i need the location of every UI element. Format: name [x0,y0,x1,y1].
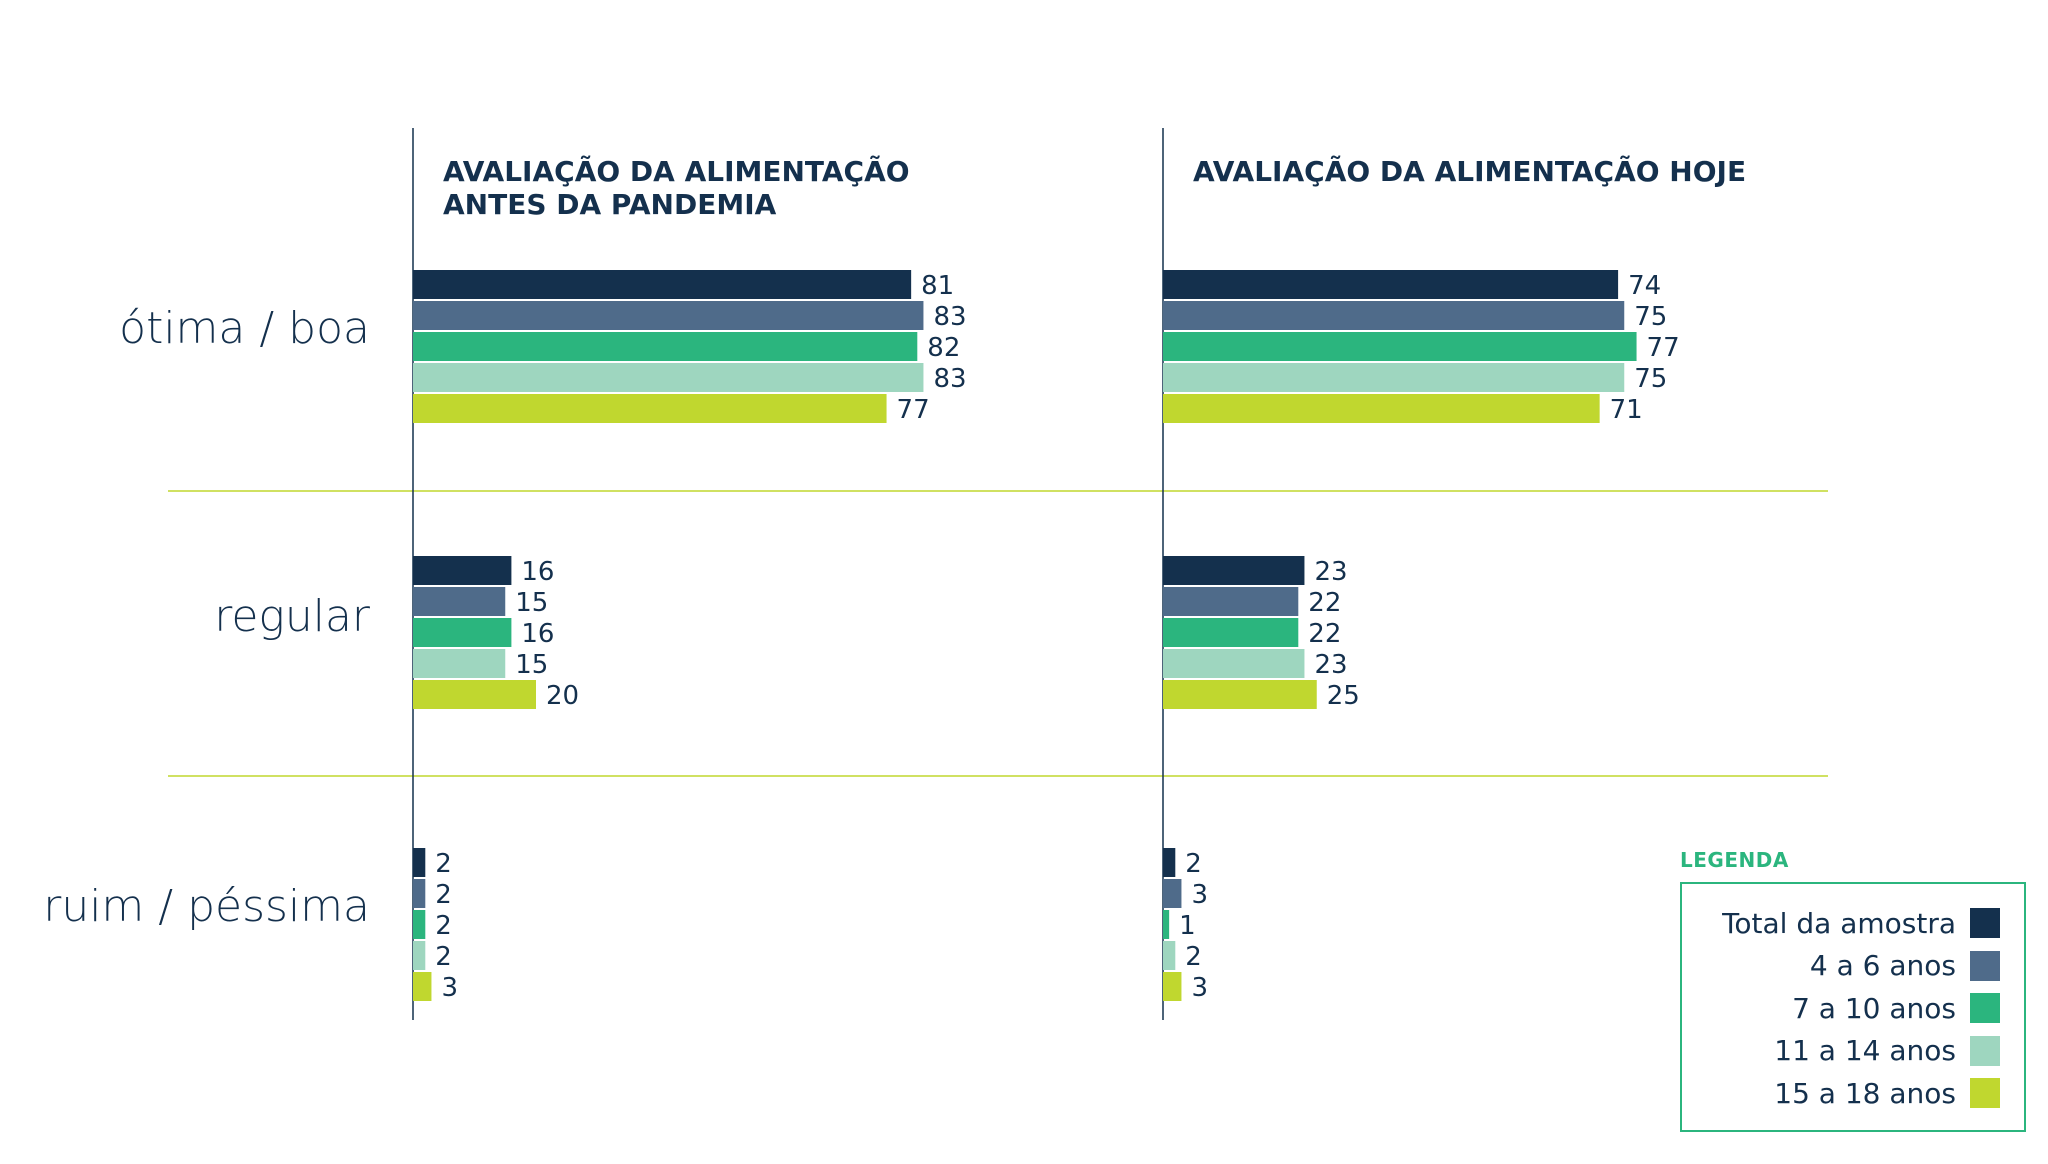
category-label: ótima / boa [119,303,370,354]
bar [413,270,912,299]
bar-value-label: 82 [927,333,960,363]
bar [1163,587,1299,616]
legend-swatch [1970,1078,2000,1109]
legend-item-15-18: 15 a 18 anos [1682,1072,2000,1115]
bar [1163,332,1637,361]
bar [1163,941,1176,970]
bar [413,941,426,970]
bar [413,879,426,908]
bar-value-label: 3 [1191,880,1208,910]
bar [1163,618,1299,647]
bar-value-label: 83 [933,302,966,332]
bar-value-label: 23 [1314,650,1347,680]
bar-value-label: 15 [515,588,548,618]
bar [413,618,512,647]
bar-value-label: 74 [1628,271,1661,301]
bar [413,301,924,330]
bar-value-label: 20 [546,681,579,711]
bar-value-label: 2 [435,942,452,972]
legend-item-4-6: 4 a 6 anos [1682,945,2000,988]
bar [413,587,506,616]
legend-label: 4 a 6 anos [1809,949,1956,983]
bar [1163,972,1182,1001]
bar-value-label: 2 [435,849,452,879]
bar-value-label: 75 [1634,364,1667,394]
bar [413,680,536,709]
bar [1163,363,1625,392]
bar-value-label: 16 [521,619,554,649]
bar-value-label: 22 [1308,588,1341,618]
bar-value-label: 83 [933,364,966,394]
category-label: ruim / péssima [43,881,370,932]
legend-swatch [1970,1035,2000,1066]
bar-value-label: 2 [435,880,452,910]
legend-label: 15 a 18 anos [1774,1076,1956,1110]
bar [413,332,918,361]
bar-value-label: 16 [521,557,554,587]
legend-title: LEGENDA [1680,848,1789,872]
bar [1163,394,1600,423]
bar-value-label: 15 [515,650,548,680]
bar [413,394,887,423]
bar-value-label: 2 [435,911,452,941]
bar [1163,848,1176,877]
bar-value-label: 71 [1610,395,1643,425]
bar [1163,879,1182,908]
legend-swatch [1970,908,2000,939]
legend-swatch [1970,950,2000,981]
legend-item-total: Total da amostra [1682,902,2000,945]
bar-value-label: 2 [1185,849,1202,879]
bar [413,649,506,678]
panel-title: AVALIAÇÃO DA ALIMENTAÇÃO HOJE [1193,154,1746,188]
legend: Total da amostra 4 a 6 anos 7 a 10 anos … [1680,882,2026,1132]
bar [1163,556,1305,585]
bar-value-label: 23 [1314,557,1347,587]
legend-item-11-14: 11 a 14 anos [1682,1030,2000,1073]
bar [413,910,426,939]
legend-item-7-10: 7 a 10 anos [1682,987,2000,1030]
category-label: regular [214,591,371,642]
bar [413,848,426,877]
bar [1163,680,1317,709]
bar-value-label: 81 [921,271,954,301]
bar-value-label: 22 [1308,619,1341,649]
bar-value-label: 77 [897,395,930,425]
bar [413,556,512,585]
bar-value-label: 3 [1191,973,1208,1003]
bar-value-label: 3 [441,973,458,1003]
bar-value-label: 77 [1647,333,1680,363]
bar [1163,301,1625,330]
bar [1163,649,1305,678]
bar-value-label: 1 [1179,911,1196,941]
bar-value-label: 2 [1185,942,1202,972]
legend-swatch [1970,993,2000,1024]
bar-value-label: 75 [1634,302,1667,332]
bar-value-label: 25 [1327,681,1360,711]
panel-title: ANTES DA PANDEMIA [443,188,777,221]
legend-label: Total da amostra [1722,906,1956,940]
legend-label: 7 a 10 anos [1792,991,1956,1025]
bar [413,363,924,392]
bar [1163,270,1619,299]
bar [413,972,432,1001]
panel-title: AVALIAÇÃO DA ALIMENTAÇÃO [443,154,910,188]
bar [1163,910,1170,939]
legend-label: 11 a 14 anos [1774,1034,1956,1068]
